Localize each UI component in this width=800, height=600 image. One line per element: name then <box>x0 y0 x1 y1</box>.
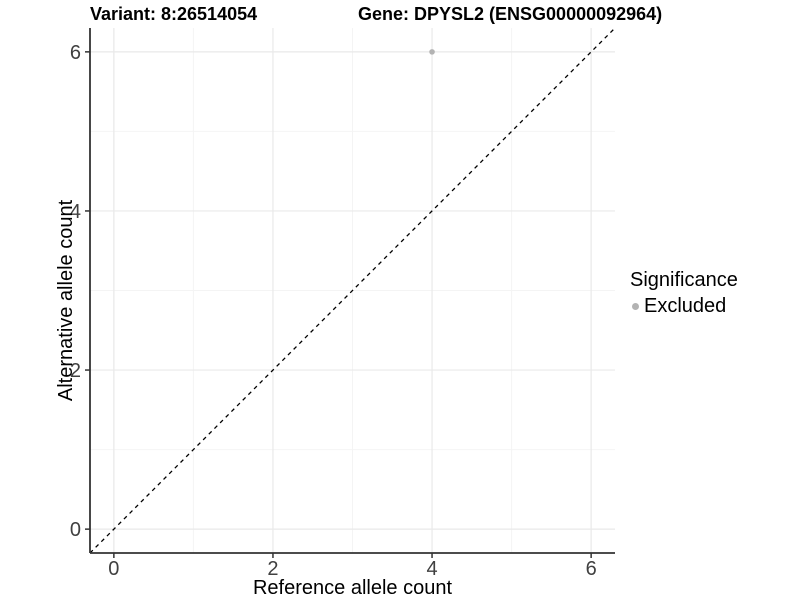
y-tick-label: 0 <box>70 519 81 541</box>
x-axis-title: Reference allele count <box>253 577 452 599</box>
variant-title: Variant: 8:26514054 <box>90 4 258 24</box>
legend-title: Significance <box>630 269 738 291</box>
gene-title: Gene: DPYSL2 (ENSG00000092964) <box>358 4 663 24</box>
legend-point-icon <box>632 302 639 310</box>
legend-item-label: Excluded <box>644 295 727 317</box>
y-tick-label: 2 <box>70 360 81 382</box>
x-tick-label: 0 <box>108 558 119 580</box>
x-tick-label: 4 <box>426 558 437 580</box>
legend-item-excluded: Excluded <box>630 294 738 318</box>
y-tick-label: 4 <box>70 201 81 223</box>
x-tick-label: 2 <box>267 558 278 580</box>
data-point <box>429 49 435 55</box>
y-axis-title: Alternative allele count <box>55 199 77 401</box>
y-tick-label: 6 <box>70 42 81 64</box>
legend: Significance Excluded <box>630 268 738 318</box>
x-tick-label: 6 <box>586 558 597 580</box>
identity-reference-line <box>89 27 616 554</box>
